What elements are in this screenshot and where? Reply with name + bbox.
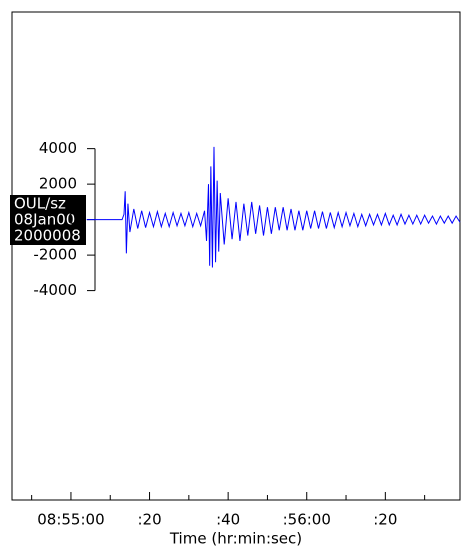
y-tick-label: -2000 bbox=[33, 246, 77, 264]
x-tick-label: :40 bbox=[216, 511, 240, 529]
y-tick-label: 2000 bbox=[39, 175, 77, 193]
station-label: 2000008 bbox=[14, 227, 81, 245]
y-tick-label: -4000 bbox=[33, 281, 77, 299]
x-tick-label: 08:55:00 bbox=[37, 511, 104, 529]
station-label: 08Jan00 bbox=[14, 211, 75, 229]
x-tick-label: :56:00 bbox=[283, 511, 331, 529]
x-tick-label: :20 bbox=[373, 511, 397, 529]
station-label-box bbox=[10, 195, 86, 245]
plot-frame bbox=[11, 11, 461, 501]
x-tick-label: :20 bbox=[137, 511, 161, 529]
y-tick-label: 4000 bbox=[39, 139, 77, 157]
x-axis-title: Time (hr:min:sec) bbox=[169, 530, 302, 548]
y-tick-label: 0 bbox=[67, 210, 77, 228]
station-label: OUL/sz bbox=[14, 195, 66, 213]
trace bbox=[86, 146, 461, 268]
